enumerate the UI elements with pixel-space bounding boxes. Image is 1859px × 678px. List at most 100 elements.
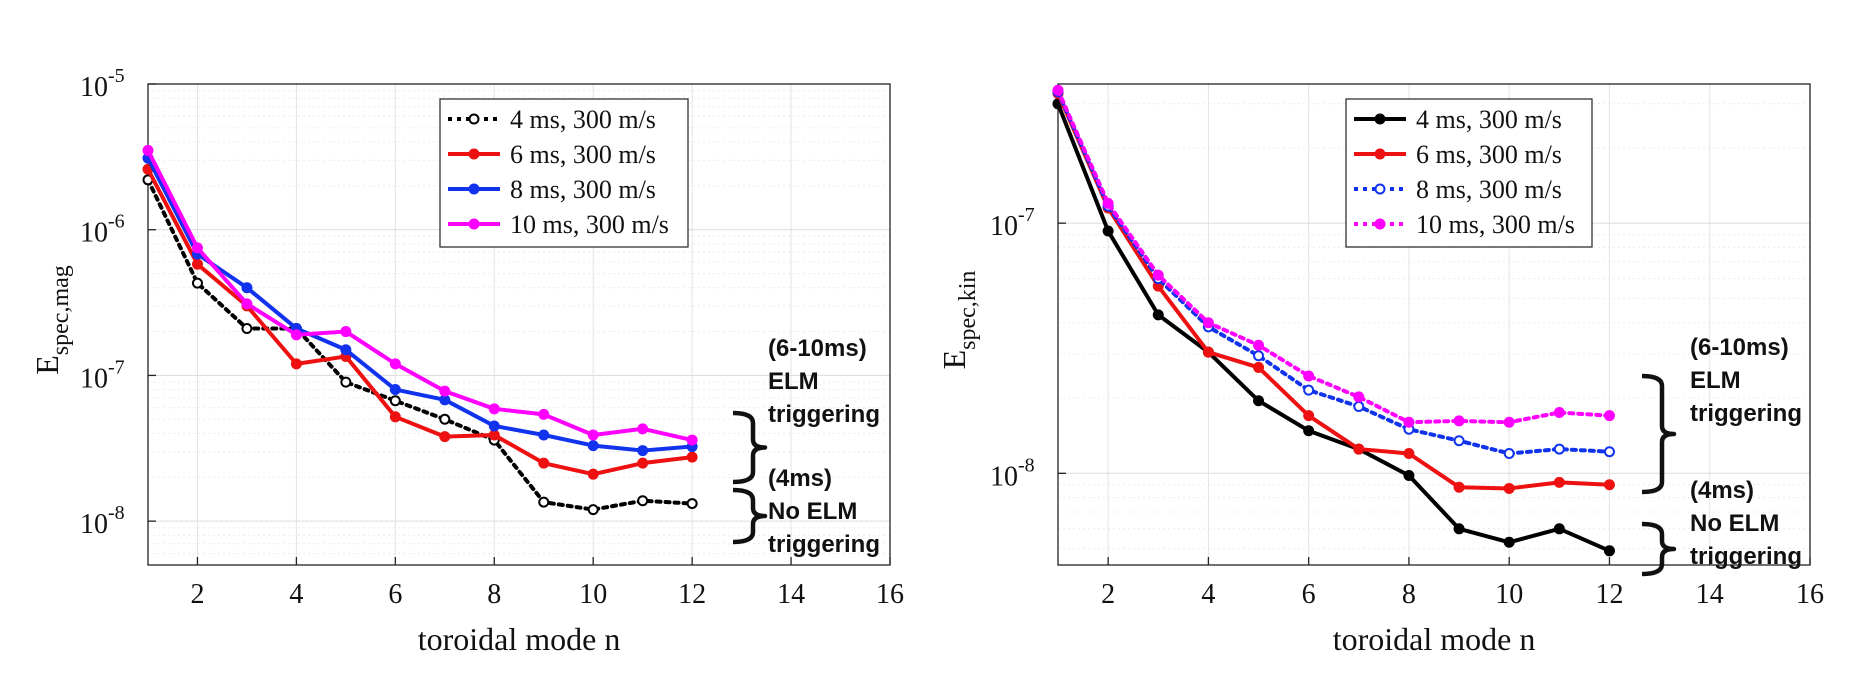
data-point	[1453, 435, 1465, 447]
annotation-text: (4ms)	[1690, 477, 1754, 504]
data-point	[1253, 339, 1265, 351]
data-point	[1403, 416, 1415, 428]
data-point	[1553, 523, 1565, 535]
series-line	[1056, 88, 1612, 425]
y-tick-label: 10-8	[990, 454, 1035, 492]
data-point	[1202, 317, 1214, 329]
x-tick-label: 4	[1201, 579, 1215, 610]
x-axis-label: toroidal mode n	[1333, 621, 1536, 657]
legend: 4 ms, 300 m/s 6 ms, 300 m/s 8 ms, 300 m/s 1…	[439, 98, 689, 248]
legend-entry: 8 ms, 300 m/s	[1416, 175, 1562, 204]
data-point	[340, 326, 352, 338]
series-line	[1056, 101, 1612, 553]
y-axis-label: Espec,kin	[936, 271, 981, 370]
legend-box	[1345, 98, 1593, 248]
x-tick-label: 16	[876, 579, 904, 610]
annotation-text: (6-10ms)	[768, 335, 867, 362]
x-tick-label: 14	[777, 579, 805, 610]
data-point	[1102, 225, 1114, 237]
x-tick-label: 10	[579, 579, 607, 610]
data-point	[389, 411, 401, 423]
data-point	[488, 403, 500, 415]
axes-box	[1057, 83, 1811, 566]
data-point	[1603, 410, 1615, 422]
data-point	[1303, 425, 1315, 437]
brace-shape	[1641, 521, 1677, 577]
data-point	[1503, 448, 1515, 460]
legend-entry: 10 ms, 300 m/s	[510, 210, 669, 239]
data-point	[1553, 476, 1565, 488]
legend-marker	[468, 183, 480, 195]
data-point	[1503, 416, 1515, 428]
data-point	[538, 408, 550, 420]
x-tick-label: 8	[487, 579, 501, 610]
annotation-text: No ELM	[768, 498, 857, 525]
data-point	[1303, 384, 1315, 396]
chart-mag: 2 4 6 8 10 12 14 16 10-8 10-7 10-6 10-5 toroidal mod…	[29, 65, 904, 657]
y-tick-label: 10-6	[80, 211, 125, 249]
data-point	[439, 385, 451, 397]
brace-shape	[1641, 373, 1677, 495]
data-point	[538, 457, 550, 469]
legend-entry: 10 ms, 300 m/s	[1416, 210, 1575, 239]
data-point	[1503, 482, 1515, 494]
annotation-text: No ELM	[1690, 510, 1779, 537]
data-point	[1052, 84, 1064, 96]
data-point	[1253, 350, 1265, 362]
data-point	[686, 434, 698, 446]
series-line	[1056, 91, 1612, 491]
chart-kin: 2 4 6 8 10 12 14 16 10-8 10-7 toroidal mode n Espec…	[936, 83, 1824, 657]
series-4	[142, 144, 698, 446]
axes-box	[147, 83, 891, 566]
x-tick-label: 14	[1696, 579, 1724, 610]
data-point	[637, 495, 649, 507]
series-line	[146, 156, 695, 453]
data-point	[587, 440, 599, 452]
data-point	[241, 282, 253, 294]
data-point	[191, 258, 203, 270]
data-point	[340, 376, 352, 388]
legend-marker	[468, 148, 480, 160]
annotation-text: ELM	[1690, 367, 1741, 394]
data-point	[1503, 536, 1515, 548]
annotation-text: triggering	[1690, 400, 1802, 427]
x-tick-label: 6	[1302, 579, 1316, 610]
data-point	[538, 429, 550, 441]
data-point	[1453, 481, 1465, 493]
data-point	[1453, 415, 1465, 427]
data-point	[290, 358, 302, 370]
series-4	[1052, 84, 1615, 428]
legend-marker	[468, 218, 480, 230]
series-line	[146, 167, 695, 477]
data-point	[1603, 545, 1615, 557]
x-tick-label: 8	[1402, 579, 1416, 610]
legend-marker	[1374, 113, 1386, 125]
x-tick-label: 12	[678, 579, 706, 610]
data-point	[340, 344, 352, 356]
data-point	[587, 468, 599, 480]
legend-marker	[1374, 218, 1386, 230]
data-point	[439, 431, 451, 443]
legend-marker	[468, 113, 480, 125]
data-point	[686, 451, 698, 463]
data-point	[1303, 370, 1315, 382]
data-point	[1603, 479, 1615, 491]
data-point	[587, 504, 599, 516]
data-point	[1152, 309, 1164, 321]
data-point	[538, 496, 550, 508]
data-point	[1353, 391, 1365, 403]
legend-entry: 6 ms, 300 m/s	[1416, 140, 1562, 169]
data-point	[1603, 446, 1615, 458]
legend: 4 ms, 300 m/s 6 ms, 300 m/s 8 ms, 300 m/s 1…	[1345, 98, 1593, 248]
data-point	[587, 429, 599, 441]
annotation-text: (4ms)	[768, 465, 832, 492]
x-tick-label: 16	[1796, 579, 1824, 610]
x-tick-label: 10	[1495, 579, 1523, 610]
data-point	[1303, 410, 1315, 422]
legend-entry: 8 ms, 300 m/s	[510, 175, 656, 204]
legend-marker	[1374, 183, 1386, 195]
series-line	[146, 148, 695, 443]
legend-entry: 6 ms, 300 m/s	[510, 140, 656, 169]
data-point	[389, 395, 401, 407]
